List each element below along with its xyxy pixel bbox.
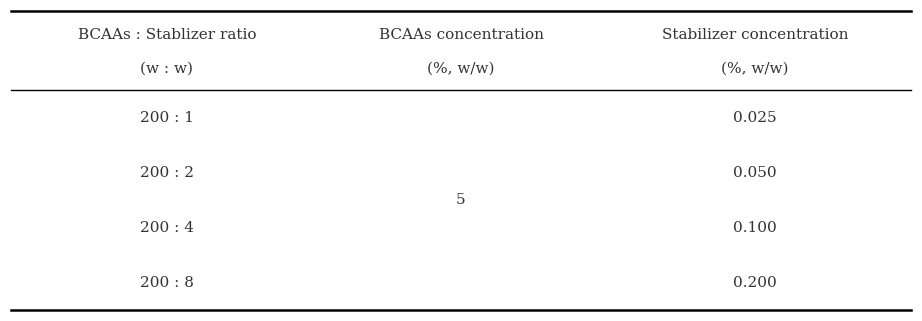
Text: 200 : 2: 200 : 2 [140, 166, 194, 180]
Text: 200 : 1: 200 : 1 [140, 111, 194, 125]
Text: BCAAs concentration: BCAAs concentration [379, 28, 543, 42]
Text: Stabilizer concentration: Stabilizer concentration [662, 28, 848, 42]
Text: 0.050: 0.050 [733, 166, 777, 180]
Text: 0.100: 0.100 [733, 221, 777, 235]
Text: (%, w/w): (%, w/w) [427, 61, 495, 75]
Text: (%, w/w): (%, w/w) [721, 61, 789, 75]
Text: 200 : 8: 200 : 8 [140, 276, 194, 290]
Text: 200 : 4: 200 : 4 [140, 221, 194, 235]
Text: 0.200: 0.200 [733, 276, 777, 290]
Text: BCAAs : Stablizer ratio: BCAAs : Stablizer ratio [77, 28, 256, 42]
Text: 0.025: 0.025 [733, 111, 777, 125]
Text: (w : w): (w : w) [140, 61, 194, 75]
Text: 5: 5 [456, 193, 466, 207]
